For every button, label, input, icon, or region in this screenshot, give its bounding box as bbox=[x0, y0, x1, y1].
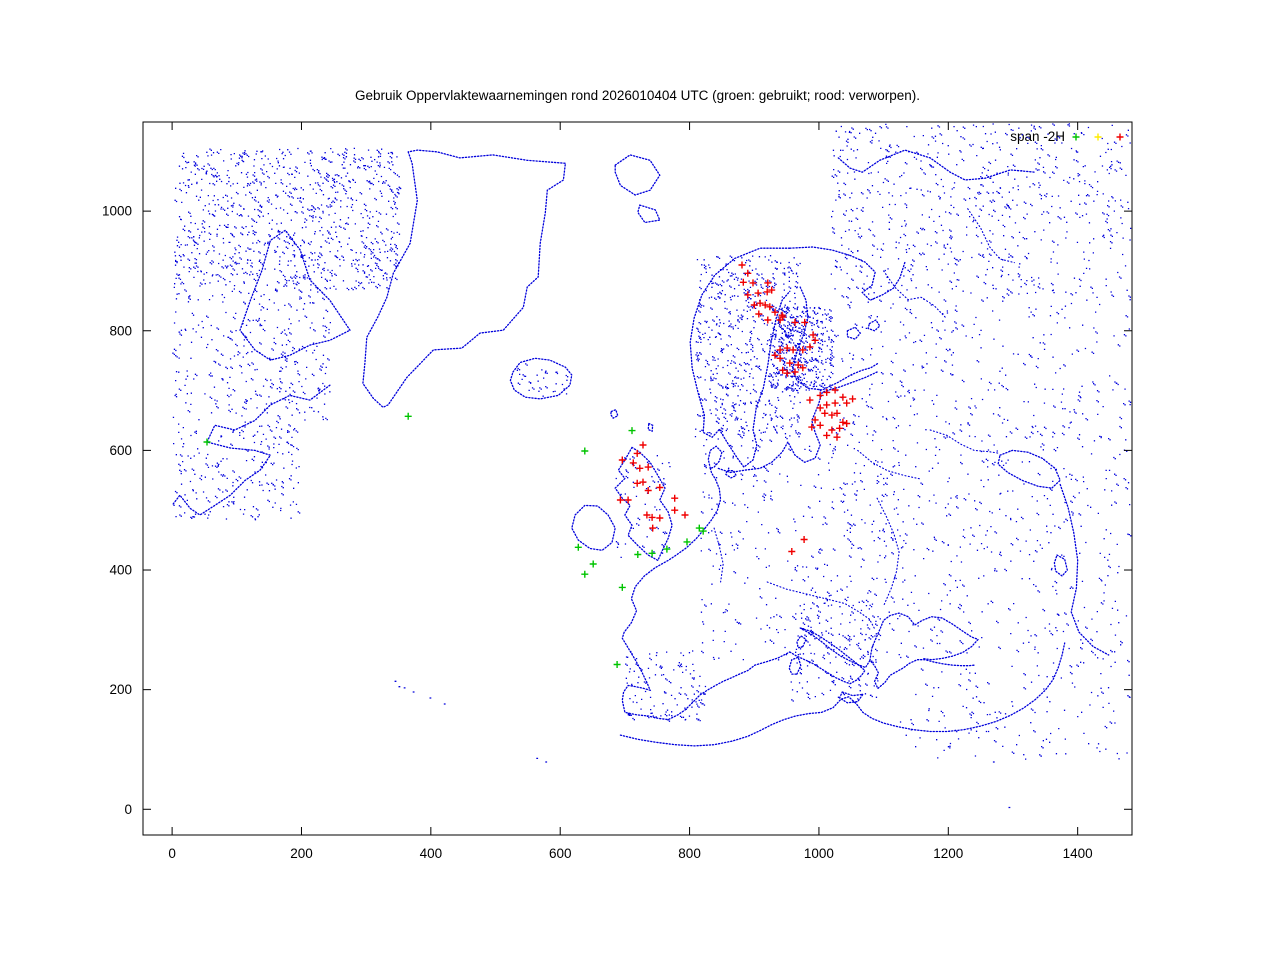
coast-finland-coast bbox=[791, 286, 880, 391]
x-tick-label: 400 bbox=[420, 846, 443, 861]
river-don bbox=[857, 449, 922, 480]
river-pechora bbox=[967, 208, 1015, 264]
legend-marker-used-icon bbox=[1072, 133, 1080, 141]
coast-baltic-south-coast bbox=[717, 391, 823, 474]
coast-shetland bbox=[647, 422, 654, 433]
y-tick-label: 600 bbox=[109, 443, 132, 458]
y-tick-label: 1000 bbox=[102, 204, 132, 219]
coast-arctic-russia-coast bbox=[837, 149, 1036, 181]
y-tick-label: 0 bbox=[124, 802, 132, 817]
coast-baffin-island bbox=[239, 229, 351, 361]
coast-greenland bbox=[362, 149, 567, 409]
coast-great-britain bbox=[614, 446, 673, 562]
map-texture-dots bbox=[172, 123, 1132, 809]
coast-gotland bbox=[773, 425, 779, 435]
coast-caspian-east-coast bbox=[1059, 483, 1110, 656]
x-tick-label: 0 bbox=[168, 846, 176, 861]
x-tick-label: 200 bbox=[290, 846, 313, 861]
river-danube bbox=[766, 581, 876, 631]
x-tick-label: 800 bbox=[678, 846, 701, 861]
coast-danish-isles bbox=[725, 470, 737, 479]
river-north-dvina bbox=[883, 270, 947, 319]
x-tick-label: 600 bbox=[549, 846, 572, 861]
axis-ticks bbox=[143, 122, 1132, 835]
coast-north-sea-coast bbox=[704, 467, 722, 529]
rivers bbox=[713, 208, 1015, 631]
coast-svalbard-east bbox=[637, 204, 661, 224]
coast-white-sea bbox=[849, 254, 906, 302]
x-tick-label: 1400 bbox=[1063, 846, 1093, 861]
coast-ireland bbox=[571, 504, 616, 551]
river-dnieper bbox=[876, 497, 900, 607]
coast-iceland bbox=[509, 357, 573, 400]
coast-norway-west-coast bbox=[689, 247, 791, 439]
y-tick-label: 800 bbox=[109, 323, 132, 338]
coast-estonia-coast bbox=[821, 371, 878, 394]
coast-caucasus-lake bbox=[1053, 554, 1069, 577]
coast-caspian-north bbox=[997, 449, 1061, 489]
coast-jutland bbox=[707, 445, 723, 469]
coast-faroes bbox=[610, 408, 619, 419]
coast-europe-atlantic-med bbox=[621, 527, 791, 721]
coastlines bbox=[171, 149, 1110, 747]
coast-black-sea bbox=[869, 612, 980, 661]
coast-corsica bbox=[796, 634, 807, 649]
coast-sardinia bbox=[788, 656, 802, 675]
river-rhine bbox=[713, 527, 724, 583]
coast-labrador-coast bbox=[171, 384, 331, 516]
coast-north-africa-coast bbox=[619, 642, 1066, 747]
coast-sicily bbox=[838, 691, 865, 704]
coast-kola-north-coast bbox=[789, 246, 851, 257]
coast-adriatic-balkan-coast bbox=[799, 627, 976, 690]
plot-border bbox=[142, 121, 1133, 836]
series-used-markers bbox=[203, 412, 707, 668]
x-tick-label: 1000 bbox=[804, 846, 834, 861]
axis-tick-labels: 0 200 400 600 800 1000 1200 1400 0 200 400 600 800 10… bbox=[102, 204, 1093, 861]
legend-label: span -2H bbox=[1010, 129, 1065, 144]
series-rejected-markers bbox=[616, 261, 857, 555]
chart-title: Gebruik Oppervlaktewaarnemingen rond 202… bbox=[354, 88, 921, 103]
coast-sweden-east-coast bbox=[718, 290, 791, 469]
x-tick-label: 1200 bbox=[933, 846, 963, 861]
y-tick-label: 400 bbox=[109, 563, 132, 578]
legend-marker-rejected-icon bbox=[1116, 133, 1124, 141]
river-volga bbox=[929, 429, 1001, 454]
legend-marker-questionable-icon bbox=[1094, 133, 1102, 141]
y-tick-label: 200 bbox=[109, 682, 132, 697]
coast-italy bbox=[789, 627, 866, 685]
coast-lake-ladoga bbox=[846, 326, 862, 340]
coast-svalbard-main bbox=[614, 154, 661, 196]
coast-lake-onega bbox=[867, 319, 881, 332]
